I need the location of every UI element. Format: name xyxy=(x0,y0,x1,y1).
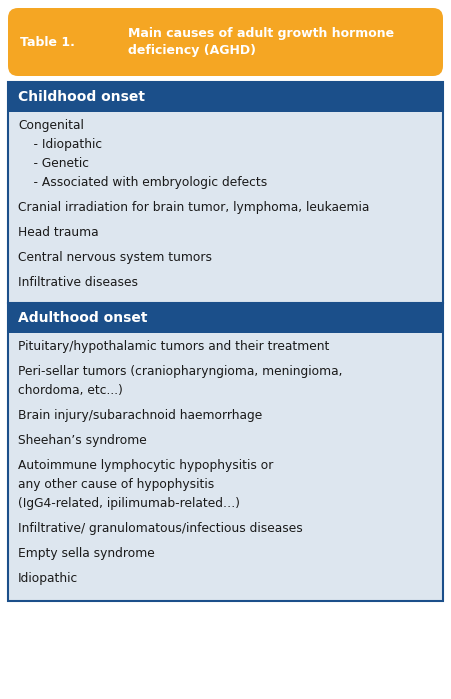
Text: Brain injury/subarachnoid haemorrhage: Brain injury/subarachnoid haemorrhage xyxy=(18,409,262,422)
FancyBboxPatch shape xyxy=(8,8,443,76)
Text: Table 1.: Table 1. xyxy=(20,36,75,48)
Text: Autoimmune lymphocytic hypophysitis or: Autoimmune lymphocytic hypophysitis or xyxy=(18,459,273,472)
Text: (IgG4-related, ipilimumab-related…): (IgG4-related, ipilimumab-related…) xyxy=(18,497,240,510)
Text: - Idiopathic: - Idiopathic xyxy=(18,138,102,151)
Text: Head trauma: Head trauma xyxy=(18,226,99,239)
Text: - Genetic: - Genetic xyxy=(18,157,89,170)
Text: Childhood onset: Childhood onset xyxy=(18,90,145,104)
Text: Empty sella syndrome: Empty sella syndrome xyxy=(18,547,155,560)
Text: chordoma, etc...): chordoma, etc...) xyxy=(18,384,123,397)
Bar xyxy=(8,303,443,333)
Text: any other cause of hypophysitis: any other cause of hypophysitis xyxy=(18,478,214,491)
Text: Sheehan’s syndrome: Sheehan’s syndrome xyxy=(18,434,147,447)
Text: Congenital: Congenital xyxy=(18,119,84,132)
Text: Central nervous system tumors: Central nervous system tumors xyxy=(18,251,212,264)
Text: - Associated with embryologic defects: - Associated with embryologic defects xyxy=(18,176,267,189)
Text: Infiltrative/ granulomatous/infectious diseases: Infiltrative/ granulomatous/infectious d… xyxy=(18,522,303,535)
Text: Infiltrative diseases: Infiltrative diseases xyxy=(18,276,138,289)
Text: Adulthood onset: Adulthood onset xyxy=(18,311,147,325)
Text: Main causes of adult growth hormone
deficiency (AGHD): Main causes of adult growth hormone defi… xyxy=(128,27,394,57)
Text: Peri-sellar tumors (craniopharyngioma, meningioma,: Peri-sellar tumors (craniopharyngioma, m… xyxy=(18,365,342,378)
Bar xyxy=(8,82,443,112)
Bar xyxy=(8,82,443,601)
Text: Pituitary/hypothalamic tumors and their treatment: Pituitary/hypothalamic tumors and their … xyxy=(18,340,329,353)
Text: Cranial irradiation for brain tumor, lymphoma, leukaemia: Cranial irradiation for brain tumor, lym… xyxy=(18,201,369,214)
Text: Idiopathic: Idiopathic xyxy=(18,572,78,585)
